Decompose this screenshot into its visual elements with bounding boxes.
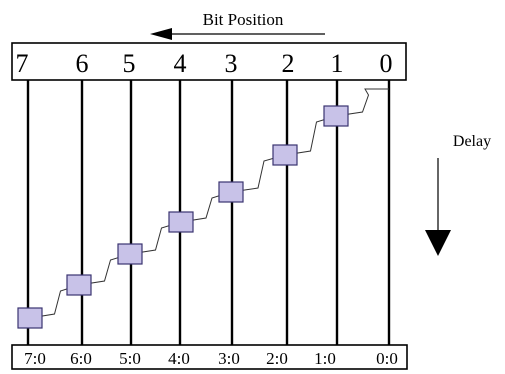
delay-box-bit-1 xyxy=(323,105,349,127)
bit-position-title: Bit Position xyxy=(203,10,284,29)
delay-box-bit-2 xyxy=(272,144,298,166)
bit-position-digits: 7 6 5 4 3 2 1 0 xyxy=(16,49,393,78)
delay-box-bit-6 xyxy=(66,274,92,296)
down-arrow-icon xyxy=(425,158,451,256)
bit-digit-7: 7 xyxy=(16,49,29,78)
bottom-label-5: 2:0 xyxy=(266,349,288,368)
bit-digit-3: 3 xyxy=(225,49,238,78)
delay-boxes xyxy=(17,105,349,329)
bit-header-box xyxy=(11,42,407,81)
left-arrow-icon xyxy=(150,28,325,40)
bit-digit-2: 2 xyxy=(282,49,295,78)
bottom-label-1: 6:0 xyxy=(70,349,92,368)
delay-label: Delay xyxy=(453,133,491,150)
delay-box-bit-7 xyxy=(17,307,43,329)
bit-digit-1: 1 xyxy=(331,49,344,78)
delay-box-bit-3 xyxy=(218,181,244,203)
bottom-label-0: 7:0 xyxy=(24,349,46,368)
delay-box-bit-5 xyxy=(117,243,143,265)
bit-digit-0: 0 xyxy=(380,49,393,78)
bottom-label-4: 3:0 xyxy=(218,349,240,368)
bottom-label-6: 1:0 xyxy=(314,349,336,368)
bottom-label-3: 4:0 xyxy=(168,349,190,368)
bit-digit-4: 4 xyxy=(174,49,187,78)
bit-digit-5: 5 xyxy=(123,49,136,78)
bottom-label-2: 5:0 xyxy=(119,349,141,368)
bit-digit-6: 6 xyxy=(76,49,89,78)
delay-box-bit-4 xyxy=(168,211,194,233)
bottom-label-7: 0:0 xyxy=(376,349,398,368)
bottom-label-box xyxy=(11,344,408,370)
bottom-labels: 7:0 6:0 5:0 4:0 3:0 2:0 1:0 0:0 xyxy=(24,349,398,368)
